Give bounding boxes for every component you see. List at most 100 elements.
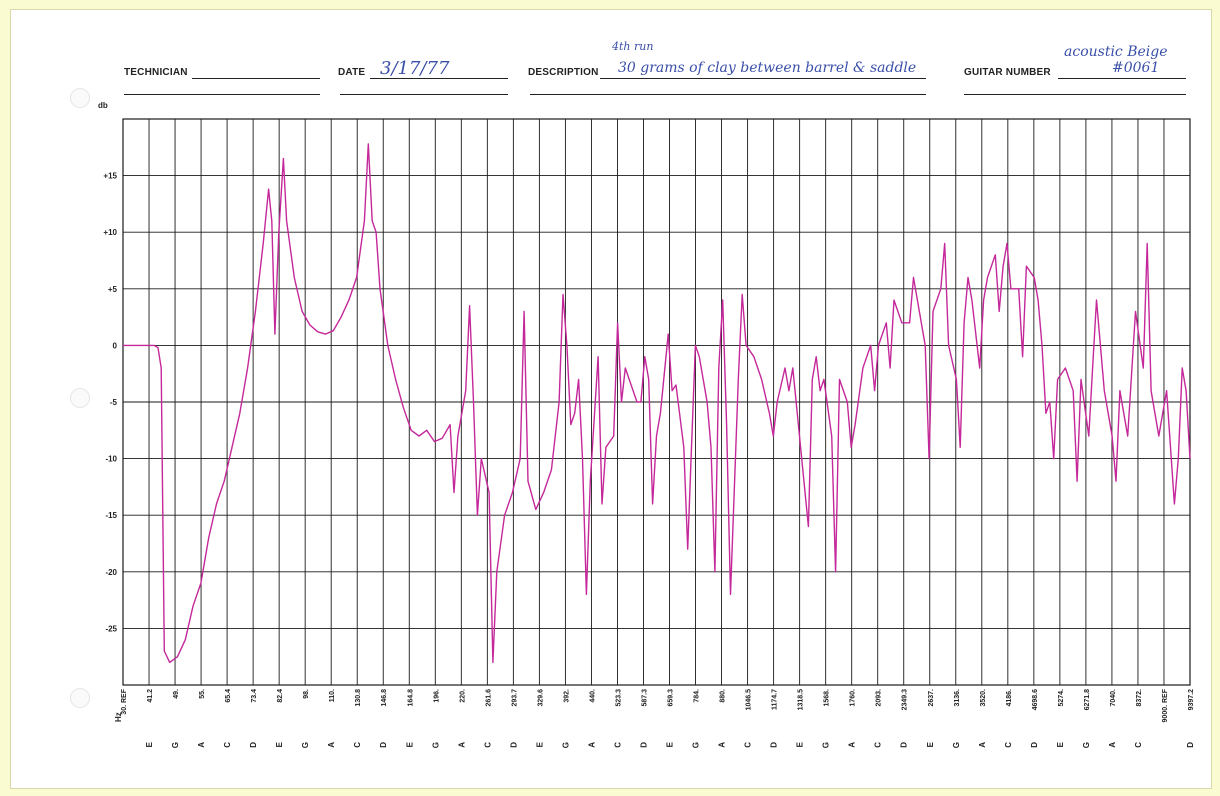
x-tick-frequency-label: 1760. [850, 689, 857, 707]
x-tick-frequency-label: 4698.6 [1032, 689, 1039, 711]
x-tick-note-label: E [666, 741, 675, 747]
x-tick-note-label: E [275, 741, 284, 747]
technician-field-line [192, 78, 320, 79]
x-tick-note-label: D [379, 742, 388, 748]
technician-label: TECHNICIAN [124, 67, 188, 78]
date-value: 3/17/77 [380, 58, 450, 79]
date-underline [340, 94, 508, 95]
x-tick-frequency-label: 1174.7 [772, 689, 779, 710]
x-tick-note-label: C [353, 742, 362, 748]
x-tick-note-label: D [639, 742, 648, 748]
x-tick-frequency-label: 659.3 [668, 689, 675, 707]
description-underline [530, 94, 926, 95]
binder-hole [70, 388, 90, 408]
x-tick-note-label: D [249, 742, 258, 748]
x-tick-note-label: A [587, 742, 596, 748]
y-tick-label: -20 [105, 568, 117, 577]
y-tick-label: +15 [103, 172, 117, 181]
x-tick-frequency-label: 523.3 [615, 689, 622, 707]
x-tick-frequency-label: 2637. [928, 689, 935, 707]
x-tick-note-label: G [301, 742, 310, 748]
x-tick-frequency-label: 880. [720, 689, 727, 703]
x-tick-frequency-label: 587.3 [641, 689, 648, 707]
x-tick-note-label: E [926, 741, 935, 747]
x-tick-note-label: C [744, 742, 753, 748]
x-tick-note-label: D [509, 742, 518, 748]
description-label: DESCRIPTION [528, 67, 599, 78]
x-tick-note-label: C [483, 742, 492, 748]
x-tick-note-label: C [1004, 742, 1013, 748]
guitar-number-value-line1: acoustic Beige [1064, 44, 1168, 60]
x-tick-note-label: E [535, 741, 544, 747]
x-axis-label: Hz [114, 712, 123, 722]
x-tick-frequency-label: 261.6 [485, 689, 492, 707]
guitar-number-underline [964, 94, 1186, 95]
x-tick-frequency-label: 9397.2 [1188, 689, 1195, 711]
x-tick-note-label: C [874, 742, 883, 748]
x-tick-frequency-label: 3520. [980, 689, 987, 707]
x-tick-frequency-label: 1568. [824, 689, 831, 707]
x-tick-frequency-label: 73.4 [251, 689, 258, 703]
x-tick-frequency-label: 55. [199, 689, 206, 699]
x-tick-frequency-label: 6271.8 [1084, 689, 1091, 711]
x-tick-frequency-label: 5274. [1058, 689, 1065, 707]
x-tick-frequency-label: 8372. [1136, 689, 1143, 707]
binder-hole [70, 688, 90, 708]
x-tick-frequency-label: 4186. [1006, 689, 1013, 707]
guitar-number-value-line2: #0061 [1112, 60, 1160, 76]
x-tick-frequency-label: 784. [694, 689, 701, 703]
x-tick-note-label: E [145, 741, 154, 747]
date-field-line [370, 78, 508, 79]
x-tick-frequency-label: 2349.3 [902, 689, 909, 711]
x-tick-frequency-label: 110. [329, 689, 336, 702]
x-tick-note-label: E [796, 741, 805, 747]
x-tick-note-label: A [197, 742, 206, 748]
x-tick-frequency-label: 9000. REF [1162, 688, 1169, 722]
x-tick-frequency-label: 220. [459, 689, 466, 703]
x-tick-note-label: G [561, 742, 570, 748]
x-tick-frequency-label: 440. [589, 689, 596, 703]
x-tick-frequency-label: 30. REF [121, 688, 128, 714]
x-tick-frequency-label: 164.8 [407, 689, 414, 707]
x-tick-note-label: C [613, 742, 622, 748]
guitar-number-field-line [1058, 78, 1186, 79]
date-label: DATE [338, 67, 366, 78]
x-tick-frequency-label: 41.2 [147, 689, 154, 703]
x-tick-note-label: A [327, 742, 336, 748]
x-tick-note-label: G [431, 742, 440, 748]
x-tick-frequency-label: 98. [303, 689, 310, 699]
y-axis-label: db [98, 101, 108, 110]
binder-hole [70, 88, 90, 108]
x-tick-frequency-label: 65.4 [225, 689, 232, 703]
y-tick-label: -25 [105, 624, 117, 633]
x-tick-note-label: C [223, 742, 232, 748]
x-tick-note-label: G [692, 742, 701, 748]
x-tick-note-label: A [718, 742, 727, 748]
x-tick-frequency-label: 130.8 [355, 689, 362, 707]
x-tick-note-label: A [457, 742, 466, 748]
x-tick-note-label: E [405, 741, 414, 747]
technician-underline [124, 94, 320, 95]
y-tick-label: 0 [113, 341, 118, 350]
x-tick-frequency-label: 392. [563, 689, 570, 703]
x-tick-note-label: C [1134, 742, 1143, 748]
x-tick-frequency-label: 49. [173, 689, 180, 699]
x-tick-frequency-label: 2093. [876, 689, 883, 707]
x-tick-note-label: D [1186, 742, 1195, 748]
x-tick-frequency-label: 1046.5 [746, 689, 753, 711]
x-tick-note-label: G [822, 742, 831, 748]
y-tick-label: +10 [103, 228, 117, 237]
x-tick-note-label: G [1082, 742, 1091, 748]
description-note: 4th run [612, 40, 654, 53]
x-tick-note-label: A [848, 742, 857, 748]
chart-sheet [10, 9, 1212, 789]
guitar-number-label: GUITAR NUMBER [964, 67, 1051, 78]
y-tick-label: -15 [105, 511, 117, 520]
x-tick-note-label: A [978, 742, 987, 748]
description-field-line [600, 78, 926, 79]
response-trace [123, 143, 1191, 664]
x-tick-frequency-label: 293.7 [511, 689, 518, 707]
x-tick-frequency-label: 82.4 [277, 689, 284, 703]
x-tick-frequency-label: 3136. [954, 689, 961, 707]
